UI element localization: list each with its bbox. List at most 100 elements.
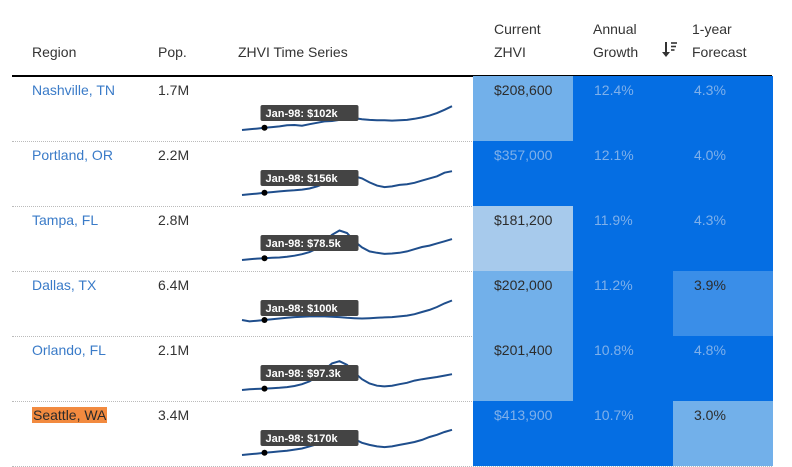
sparkline-tooltip-text: Jan-98: $97.3k	[266, 368, 342, 380]
sparkline-tooltip: Jan-98: $78.5k	[260, 235, 359, 251]
annual-growth-header-line2: Growth	[593, 44, 639, 60]
current-zhvi-cell: $357,000	[473, 141, 573, 206]
forecast-cell: 4.3%	[673, 206, 773, 271]
current-zhvi-cell-value: $181,200	[494, 212, 553, 228]
sparkline-tooltip: Jan-98: $170k	[260, 430, 359, 446]
population-value: 2.2M	[158, 147, 190, 163]
current-zhvi-column-header[interactable]: Current ZHVI	[494, 18, 541, 64]
current-zhvi-cell-value: $208,600	[494, 82, 553, 98]
table-header: Region Pop. ZHVI Time Series Current ZHV…	[12, 0, 772, 77]
annual-growth-cell-value: 10.8%	[594, 342, 634, 358]
sparkline-marker	[261, 255, 268, 262]
annual-growth-cell: 10.8%	[573, 336, 673, 401]
zhvi-sparkline[interactable]: Jan-98: $97.3k	[238, 336, 458, 401]
forecast-header-line1: 1-year	[692, 21, 732, 37]
sparkline-marker	[261, 385, 268, 392]
sparkline-tooltip: Jan-98: $156k	[260, 170, 359, 186]
current-zhvi-header-line1: Current	[494, 21, 541, 37]
sparkline-path	[241, 229, 453, 261]
forecast-header-line2: Forecast	[692, 44, 747, 60]
forecast-cell-value: 4.0%	[694, 147, 726, 163]
table-row: $413,900 10.7% 3.0% Seattle, WA 3.4M Jan-98: …	[12, 401, 773, 467]
population-value: 1.7M	[158, 82, 190, 98]
annual-growth-cell-value: 10.7%	[594, 407, 634, 423]
region-column-header[interactable]: Region	[32, 44, 77, 60]
annual-growth-cell-value: 11.2%	[594, 277, 633, 293]
zhvi-sparkline[interactable]: Jan-98: $100k	[238, 271, 458, 336]
zhvi-sparkline[interactable]: Jan-98: $156k	[238, 141, 458, 206]
sparkline-marker	[261, 124, 268, 131]
table-row: $201,400 10.8% 4.8% Orlando, FL 2.1M Jan-98: …	[12, 336, 773, 402]
sparkline-tooltip-text: Jan-98: $102k	[266, 108, 339, 120]
annual-growth-cell: 12.1%	[573, 141, 673, 206]
current-zhvi-cell: $181,200	[473, 206, 573, 271]
population-column-header[interactable]: Pop.	[158, 44, 187, 60]
sparkline-tooltip-text: Jan-98: $170k	[266, 433, 339, 445]
forecast-cell-value: 3.9%	[694, 277, 726, 293]
forecast-cell: 4.8%	[673, 336, 773, 401]
population-value: 3.4M	[158, 407, 190, 423]
sparkline-tooltip: Jan-98: $102k	[260, 105, 359, 121]
sparkline-marker	[261, 449, 268, 456]
current-zhvi-header-line2: ZHVI	[494, 44, 526, 60]
row-divider	[12, 206, 772, 207]
sparkline-path	[241, 299, 453, 323]
current-zhvi-cell: $208,600	[473, 76, 573, 141]
zhvi-sparkline[interactable]: Jan-98: $102k	[238, 76, 458, 141]
population-value: 2.8M	[158, 212, 190, 228]
current-zhvi-cell-value: $413,900	[494, 407, 553, 423]
current-zhvi-cell: $413,900	[473, 401, 573, 466]
table-row: $202,000 11.2% 3.9% Dallas, TX 6.4M Jan-98: $…	[12, 271, 773, 337]
annual-growth-cell: 10.7%	[573, 401, 673, 466]
annual-growth-cell: 11.2%	[573, 271, 673, 336]
current-zhvi-cell-value: $201,400	[494, 342, 553, 358]
row-divider	[12, 141, 772, 142]
population-value: 6.4M	[158, 277, 190, 293]
sparkline-tooltip-text: Jan-98: $100k	[266, 303, 339, 315]
table-row: $208,600 12.4% 4.3% Nashville, TN 1.7M Jan-98…	[12, 76, 773, 142]
sparkline-tooltip: Jan-98: $100k	[260, 300, 359, 316]
annual-growth-cell: 12.4%	[573, 76, 673, 141]
table-row: $357,000 12.1% 4.0% Portland, OR 2.2M Jan-98:…	[12, 141, 773, 207]
sparkline-tooltip-text: Jan-98: $78.5k	[266, 238, 342, 250]
sparkline-marker	[261, 317, 268, 323]
population-value: 2.1M	[158, 342, 190, 358]
forecast-cell: 4.3%	[673, 76, 773, 141]
forecast-cell: 3.9%	[673, 271, 773, 336]
annual-growth-cell: 11.9%	[573, 206, 673, 271]
annual-growth-cell-value: 11.9%	[594, 212, 633, 228]
forecast-column-header[interactable]: 1-year Forecast	[692, 18, 746, 64]
forecast-cell-value: 3.0%	[694, 407, 726, 423]
zhvi-time-series-column-header: ZHVI Time Series	[238, 44, 348, 60]
sparkline-marker	[261, 189, 268, 196]
forecast-cell-value: 4.3%	[694, 82, 726, 98]
region-link[interactable]: Tampa, FL	[32, 212, 99, 228]
sort-descending-icon[interactable]	[662, 40, 678, 58]
forecast-cell-value: 4.8%	[694, 342, 726, 358]
region-link[interactable]: Dallas, TX	[32, 277, 97, 293]
annual-growth-header-line1: Annual	[593, 21, 637, 37]
forecast-cell-value: 4.3%	[694, 212, 726, 228]
sparkline-path	[241, 360, 453, 391]
region-link[interactable]: Orlando, FL	[32, 342, 106, 358]
current-zhvi-cell-value: $357,000	[494, 147, 553, 163]
sparkline-tooltip: Jan-98: $97.3k	[260, 365, 359, 381]
zhvi-sparkline[interactable]: Jan-98: $170k	[238, 401, 458, 466]
current-zhvi-cell: $202,000	[473, 271, 573, 336]
annual-growth-column-header[interactable]: Annual Growth	[593, 18, 638, 64]
annual-growth-cell-value: 12.4%	[594, 82, 634, 98]
row-divider	[12, 336, 772, 337]
region-link[interactable]: Nashville, TN	[32, 82, 115, 98]
table-row: $181,200 11.9% 4.3% Tampa, FL 2.8M Jan-98: $7…	[12, 206, 773, 272]
current-zhvi-cell-value: $202,000	[494, 277, 553, 293]
row-divider	[12, 271, 772, 272]
forecast-cell: 3.0%	[673, 401, 773, 466]
current-zhvi-cell: $201,400	[473, 336, 573, 401]
annual-growth-cell-value: 12.1%	[594, 147, 634, 163]
region-link[interactable]: Seattle, WA	[32, 407, 108, 423]
forecast-cell: 4.0%	[673, 141, 773, 206]
row-divider	[12, 401, 772, 402]
zhvi-sparkline[interactable]: Jan-98: $78.5k	[238, 206, 458, 271]
sparkline-tooltip-text: Jan-98: $156k	[266, 173, 339, 185]
region-link[interactable]: Portland, OR	[32, 147, 113, 163]
